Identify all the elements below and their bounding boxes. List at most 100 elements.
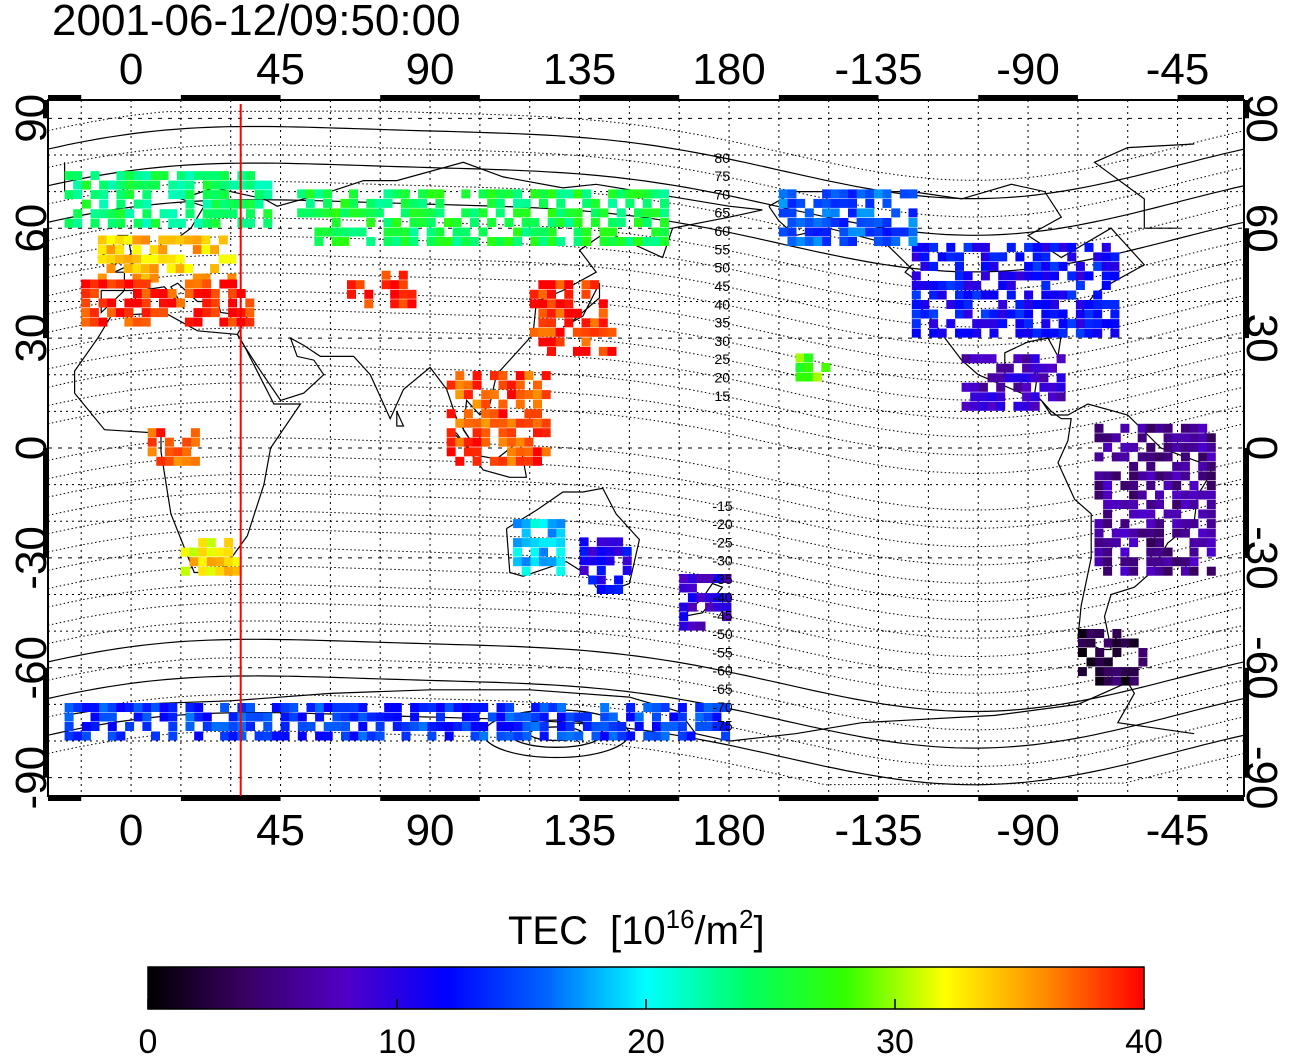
tec-cell (564, 218, 574, 227)
contour-line (48, 602, 1244, 676)
tec-cell (1022, 363, 1032, 373)
tec-cell (182, 437, 192, 447)
tec-cell (436, 722, 445, 731)
frame-bar-left (43, 100, 48, 119)
tec-cell (418, 189, 428, 199)
tec-cell (937, 328, 947, 338)
tec-cell (622, 566, 632, 575)
tec-cell (796, 198, 806, 208)
contour-line (48, 474, 1244, 548)
frame-bar-top (380, 95, 480, 100)
tec-cell (1120, 519, 1130, 529)
tec-cell (1067, 271, 1077, 281)
tec-cell (1075, 281, 1085, 290)
tec-cell (237, 703, 247, 712)
tec-cell (564, 280, 574, 290)
tec-cell (198, 538, 208, 548)
tec-cell (1032, 261, 1042, 271)
contour-label: 35 (714, 315, 730, 331)
tec-cell (524, 371, 534, 381)
tec-cell (297, 712, 307, 722)
tec-cell (427, 722, 437, 731)
tec-cell (331, 227, 341, 237)
tec-cell (390, 289, 400, 299)
tec-cell (530, 538, 540, 548)
map-title: 2001-06-12/09:50:00 (52, 0, 461, 45)
tec-cell (149, 254, 159, 264)
tec-cell (366, 731, 376, 741)
tec-cell (455, 437, 465, 447)
contour-line (48, 547, 1244, 621)
tec-cell (220, 190, 230, 200)
tec-cell (190, 437, 200, 447)
tec-cell (1137, 490, 1147, 500)
tec-cell (1077, 629, 1087, 638)
tec-cell (1120, 442, 1130, 452)
tec-cell (911, 271, 921, 281)
tec-cell (202, 289, 212, 298)
tec-cell (124, 317, 134, 327)
tec-cell (1039, 373, 1049, 383)
tec-cell (581, 327, 591, 337)
tec-cell (929, 319, 939, 329)
tec-cell (521, 557, 531, 567)
tec-cell (541, 418, 551, 428)
tec-cell (513, 227, 523, 237)
tec-cell (392, 703, 402, 712)
tec-cell (686, 731, 696, 741)
tec-cell (489, 390, 499, 400)
tec-cell (1137, 452, 1147, 462)
tec-cell (455, 390, 465, 400)
tec-cell (263, 712, 273, 722)
tec-cell (1112, 676, 1122, 686)
tec-cell (176, 171, 186, 181)
tec-cell (452, 237, 462, 246)
lon-tick-top: 180 (692, 45, 765, 94)
tec-cell (1086, 638, 1096, 648)
tec-cell (132, 264, 142, 274)
tec-cell (263, 180, 273, 190)
tec-cell (1056, 382, 1066, 392)
tec-cell (150, 289, 160, 298)
tec-cell (141, 289, 151, 298)
tec-cell (1056, 373, 1066, 383)
tec-cell (911, 252, 921, 262)
tec-cell (168, 190, 178, 200)
tec-cell (426, 208, 436, 218)
tec-cell (1048, 363, 1057, 373)
tec-cell (1050, 328, 1059, 338)
tec-cell (175, 235, 185, 245)
tec-cell (224, 566, 234, 576)
tec-cell (1146, 557, 1156, 567)
tec-cell (1129, 481, 1139, 490)
tec-cell (81, 199, 91, 209)
tec-cell (220, 722, 230, 731)
tec-cell (280, 703, 290, 712)
contour-line (48, 345, 1244, 419)
tec-cell (166, 254, 176, 264)
tec-cell (573, 208, 583, 218)
tec-cell (873, 189, 883, 199)
tec-cell (159, 703, 169, 712)
tec-cell (1146, 547, 1156, 557)
tec-cell (182, 456, 192, 466)
tec-cell (349, 198, 358, 208)
contour-label: -15 (712, 498, 732, 514)
tec-cell (507, 428, 517, 438)
tec-cell (679, 574, 689, 583)
tec-cell (980, 319, 990, 329)
tec-cell (1110, 309, 1120, 319)
tec-cell (929, 281, 939, 290)
tec-cell (245, 308, 255, 318)
tec-cell (358, 731, 368, 741)
tec-cell (472, 456, 482, 466)
tec-cell (1110, 252, 1120, 262)
contour-line (48, 455, 1244, 529)
tec-cell (963, 300, 973, 309)
tec-cell (821, 363, 831, 372)
tec-cell (1146, 538, 1156, 548)
tec-cell (1206, 490, 1216, 500)
tec-cell (920, 261, 930, 271)
tec-cell (202, 190, 212, 200)
tec-cell (1095, 629, 1105, 638)
